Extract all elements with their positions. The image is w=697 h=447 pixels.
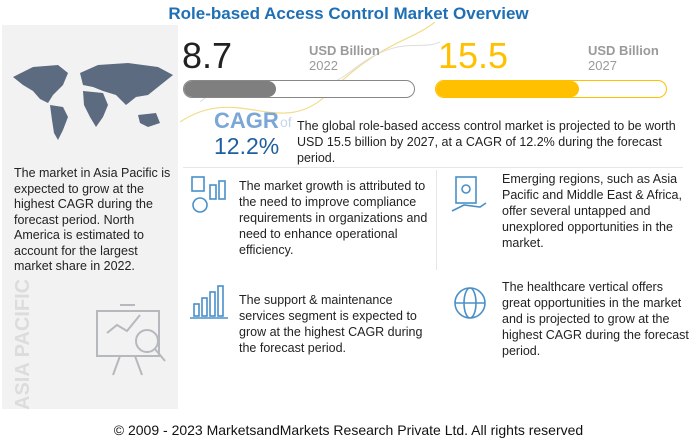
- copyright-footer: © 2009 - 2023 MarketsandMarkets Research…: [113, 422, 584, 438]
- divider: [436, 170, 437, 270]
- highlight-text: The healthcare vertical offers great opp…: [502, 280, 689, 358]
- cagr-label: CAGR: [214, 108, 279, 133]
- presentation-chart-icon: [96, 304, 166, 376]
- unit-2022: USD Billion: [309, 43, 380, 58]
- year-2027: 2027: [588, 58, 617, 73]
- compliance-chart-icon: [191, 176, 226, 213]
- divider: [183, 167, 683, 168]
- cagr-summary: The global role-based access control mar…: [297, 119, 676, 165]
- cagr-value: 12.2%: [214, 133, 280, 159]
- globe-icon: [454, 287, 486, 319]
- unit-2027: USD Billion: [588, 43, 659, 58]
- year-2022: 2022: [309, 58, 338, 73]
- highlight-text: The support & maintenance services segme…: [239, 293, 423, 355]
- highlight-text: Emerging regions, such as Asia Pacific a…: [502, 172, 682, 250]
- value-2027: 15.5: [438, 35, 509, 76]
- cagr-of: of: [280, 114, 292, 130]
- asia-pacific-text: The market in Asia Pacific is expected t…: [14, 166, 171, 273]
- bar-2022: [183, 80, 415, 98]
- value-2022: 8.7: [182, 35, 233, 76]
- money-hand-icon: [451, 176, 487, 212]
- vertical-label: ASIA PACIFIC: [12, 278, 34, 410]
- growth-bar-chart-icon: [190, 285, 228, 319]
- bar-2022-fill: [184, 81, 276, 97]
- bar-2027: [435, 80, 667, 98]
- highlight-text: The market growth is attributed to the n…: [239, 179, 428, 257]
- world-map-icon: [13, 63, 173, 140]
- bar-2027-fill: [436, 81, 579, 97]
- page-title: Role-based Access Control Market Overvie…: [168, 4, 529, 23]
